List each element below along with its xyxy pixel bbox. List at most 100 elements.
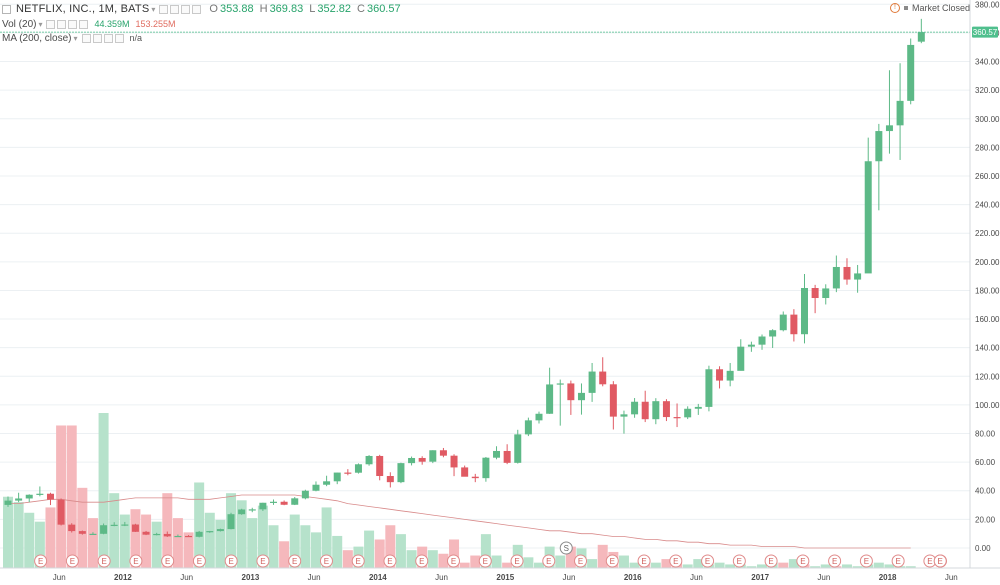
candle-body <box>535 413 543 421</box>
close-icon[interactable] <box>103 34 113 43</box>
candle-body <box>684 408 692 418</box>
candle-body <box>471 476 479 479</box>
high-label: H <box>259 3 268 15</box>
candle-body <box>216 529 224 532</box>
candle-body <box>408 457 416 464</box>
volume-bar <box>247 518 258 568</box>
earnings-marker-label: E <box>229 557 234 566</box>
y-tick-label: 40.00 <box>975 487 996 496</box>
candle-body <box>163 533 171 537</box>
volume-bar <box>873 562 884 568</box>
volume-bar <box>236 500 247 568</box>
candle-body <box>25 494 33 499</box>
candle-body <box>875 131 883 162</box>
earnings-marker <box>447 554 460 568</box>
volume-bar <box>438 553 449 568</box>
candle-body <box>641 401 649 420</box>
candle-body <box>673 417 681 419</box>
earnings-marker-label: E <box>895 557 900 566</box>
earnings-marker-label: E <box>832 557 837 566</box>
x-tick-label: Jun <box>53 573 66 582</box>
candle-body <box>78 531 86 534</box>
volume-ma-value: 153.255M <box>135 19 176 29</box>
y-tick-label: 100.00 <box>975 401 1000 410</box>
volume-bar <box>310 532 321 568</box>
y-tick-label: 260.00 <box>975 172 1000 181</box>
y-tick-label: 80.00 <box>975 430 996 439</box>
close-icon[interactable] <box>181 5 191 14</box>
candle-body <box>514 434 522 463</box>
candle-body <box>896 100 904 126</box>
candle-body <box>758 336 766 345</box>
candle-body <box>36 493 44 495</box>
volume-bar <box>215 519 226 568</box>
candle-body <box>461 467 469 477</box>
y-tick-label: 0.00 <box>975 544 991 553</box>
chevron-down-icon[interactable]: ▾ <box>38 20 43 29</box>
settings-icon[interactable] <box>92 34 102 43</box>
earnings-marker <box>65 554 79 568</box>
chevron-down-icon[interactable]: ▾ <box>73 34 78 43</box>
earnings-markers[interactable]: EEEEEEEEEEEEEEEEEEEEEEEEEEEEEEEES <box>34 541 947 568</box>
candle-body <box>121 524 129 526</box>
y-tick-label: 200.00 <box>975 258 1000 267</box>
y-tick-label: 280.00 <box>975 143 1000 152</box>
earnings-marker-label: E <box>514 557 519 566</box>
last-price-label: 360.57 <box>973 28 998 37</box>
volume-bar <box>810 566 821 568</box>
candle-body <box>524 420 532 435</box>
volume-bar <box>183 532 194 568</box>
earnings-marker <box>383 554 397 568</box>
volume-bar <box>852 566 863 568</box>
candle-body <box>429 450 437 462</box>
grid-lines <box>0 3 970 549</box>
price-axis[interactable]: 0.00 20.00 40.00 60.00 80.00 100.00 120.00 140.… <box>969 0 1000 568</box>
earnings-marker-label: E <box>483 557 488 566</box>
volume-bar <box>661 559 672 568</box>
volume-bar <box>565 546 576 568</box>
status-dot-icon <box>903 6 908 10</box>
ma-indicator-label[interactable]: MA (200, close) <box>2 33 72 44</box>
open-label: O <box>209 3 218 15</box>
volume-indicator-label[interactable]: Vol (20) <box>2 19 37 30</box>
earnings-marker-label: E <box>165 557 170 566</box>
y-tick-label: 320.00 <box>975 86 1000 95</box>
x-tick-label: 2018 <box>879 573 897 582</box>
visibility-icon[interactable] <box>81 34 91 43</box>
volume-bar <box>449 539 460 568</box>
candle-body <box>747 344 755 347</box>
visibility-icon[interactable] <box>159 5 169 14</box>
visibility-icon[interactable] <box>46 20 56 29</box>
earnings-marker <box>192 554 206 568</box>
settings-icon[interactable] <box>57 20 67 29</box>
y-tick-label: 300.00 <box>975 115 1000 124</box>
volume-bar <box>289 514 300 568</box>
candle-body <box>854 273 862 280</box>
candle-body <box>556 383 564 385</box>
settings-icon[interactable] <box>170 5 180 14</box>
menu-icon[interactable] <box>2 5 11 14</box>
chevron-down-icon[interactable]: ▾ <box>151 5 156 14</box>
volume-bar <box>342 550 353 568</box>
earnings-marker <box>351 554 365 568</box>
candle-body <box>248 509 256 511</box>
close-icon[interactable] <box>68 20 78 29</box>
y-tick-label: 380.00 <box>975 0 1000 9</box>
candle-body <box>482 457 490 479</box>
candle-body <box>89 533 97 536</box>
more-icon[interactable] <box>192 5 202 14</box>
volume-bar <box>364 530 375 568</box>
candle-body <box>153 533 161 536</box>
earnings-marker-label: E <box>938 557 943 566</box>
more-icon[interactable] <box>114 34 124 43</box>
time-axis[interactable]: Jun 2012 Jun 2013 Jun 2014 Jun 2015 Jun 2016 Jun 20… <box>0 567 1000 582</box>
ma-value: n/a <box>129 33 143 43</box>
candle-body <box>546 384 554 414</box>
y-tick-label: 240.00 <box>975 201 1000 210</box>
candle-body <box>354 464 362 473</box>
more-icon[interactable] <box>79 20 89 29</box>
volume-bar <box>629 562 640 568</box>
candle-body <box>418 457 426 462</box>
candle-body <box>365 455 373 465</box>
